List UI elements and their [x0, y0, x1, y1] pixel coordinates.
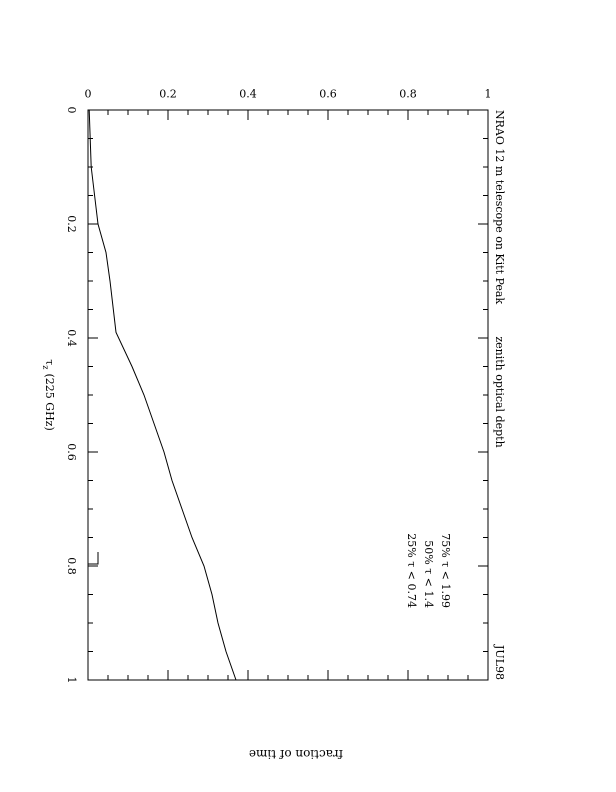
- y-axis-label: fraction of time: [249, 747, 343, 761]
- annotation-text: 50% τ < 1.4: [422, 540, 435, 608]
- x-tick-label: 1: [65, 677, 78, 684]
- title-right: JUL98: [493, 644, 506, 680]
- x-axis-label-rest: (225 GHz): [43, 374, 56, 431]
- x-tick-label: 0.4: [65, 329, 78, 347]
- x-axis-label-tau: τ: [43, 359, 56, 365]
- y-tick-label: 1: [485, 88, 492, 101]
- axis-ticks: [87, 109, 489, 681]
- annotation-text: 75% τ < 1.99: [439, 533, 452, 608]
- title-left: NRAO 12 m telescope on Kitt Peak: [493, 110, 506, 304]
- x-tick-label: 0.2: [65, 215, 78, 233]
- reference-segment: [88, 552, 99, 565]
- x-tick-label: 0.6: [65, 443, 78, 461]
- x-axis-label: τz (225 GHz): [41, 359, 56, 431]
- x-tick-label: 0.8: [65, 557, 78, 575]
- series-line: [88, 109, 237, 681]
- annotation-list: 75% τ < 1.99 50% τ < 1.4 25% τ < 0.74: [405, 533, 452, 608]
- title-center: zenith optical depth: [493, 336, 506, 447]
- y-tick-label: 0: [85, 88, 92, 101]
- y-tick-label: 0.6: [319, 88, 337, 101]
- y-tick-label: 0.2: [159, 88, 177, 101]
- x-axis-label-sub: z: [41, 365, 50, 369]
- y-tick-label: 0.8: [399, 88, 417, 101]
- x-tick-labels: 0 0.2 0.4 0.6 0.8 1: [65, 107, 78, 684]
- x-tick-label: 0: [65, 107, 78, 114]
- annotation-text: 25% τ < 0.74: [405, 533, 418, 608]
- y-tick-label: 0.4: [239, 88, 257, 101]
- y-tick-labels: 0 0.2 0.4 0.6 0.8 1: [85, 88, 492, 101]
